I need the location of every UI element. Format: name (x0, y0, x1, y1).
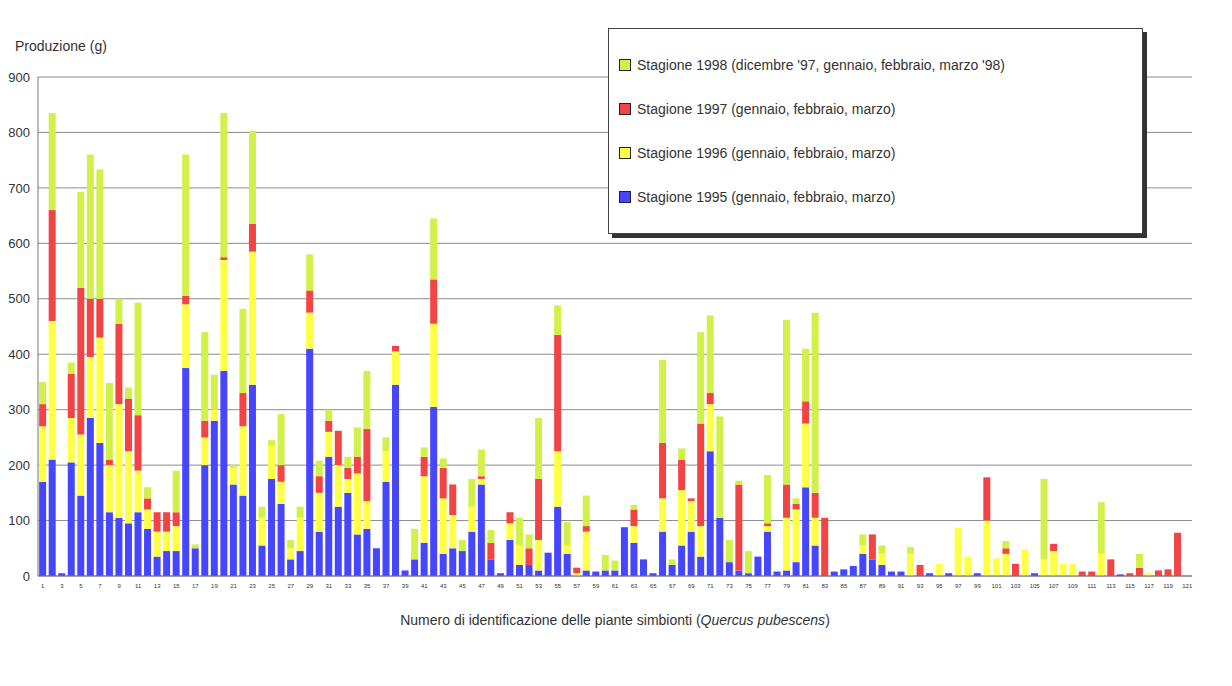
svg-text:111: 111 (1087, 583, 1097, 589)
svg-text:101: 101 (991, 583, 1002, 589)
svg-text:900: 900 (8, 70, 30, 85)
svg-text:33: 33 (345, 583, 352, 589)
svg-text:59: 59 (593, 583, 600, 589)
svg-text:69: 69 (688, 583, 695, 589)
svg-text:600: 600 (8, 236, 30, 251)
svg-text:63: 63 (631, 583, 638, 589)
svg-text:79: 79 (783, 583, 790, 589)
svg-text:400: 400 (8, 347, 30, 362)
svg-text:13: 13 (154, 583, 161, 589)
svg-text:23: 23 (249, 583, 256, 589)
svg-text:103: 103 (1011, 583, 1022, 589)
svg-text:65: 65 (650, 583, 657, 589)
html-text:Produzione (g): Produzione (g) (15, 38, 107, 54)
svg-text:300: 300 (8, 402, 30, 417)
svg-text:35: 35 (364, 583, 371, 589)
svg-text:77: 77 (764, 583, 771, 589)
svg-text:75: 75 (745, 583, 752, 589)
svg-text:53: 53 (535, 583, 542, 589)
svg-text:43: 43 (440, 583, 447, 589)
svg-text:105: 105 (1030, 583, 1041, 589)
svg-text:47: 47 (478, 583, 485, 589)
svg-text:800: 800 (8, 125, 30, 140)
svg-text:55: 55 (554, 583, 561, 589)
svg-text:17: 17 (192, 583, 199, 589)
svg-text:113: 113 (1106, 583, 1116, 589)
svg-text:81: 81 (802, 583, 809, 589)
html-text:Numero di identificazione dell: Numero di identificazione delle piante s… (400, 612, 830, 628)
svg-text:25: 25 (268, 583, 275, 589)
svg-text:95: 95 (936, 583, 943, 589)
svg-text:15: 15 (173, 583, 180, 589)
svg-text:85: 85 (841, 583, 848, 589)
svg-text:71: 71 (707, 583, 714, 589)
svg-text:51: 51 (516, 583, 523, 589)
svg-text:117: 117 (1144, 583, 1154, 589)
html-text:Stagione 1998 (dicembre '97, g: Stagione 1998 (dicembre '97, gennaio, fe… (637, 57, 1005, 73)
svg-text:87: 87 (860, 583, 867, 589)
html-text:Stagione 1997 (gennaio, febbra: Stagione 1997 (gennaio, febbraio, marzo) (637, 101, 896, 117)
svg-text:11: 11 (135, 583, 142, 589)
svg-text:100: 100 (8, 513, 30, 528)
svg-text:39: 39 (402, 583, 409, 589)
svg-text:31: 31 (326, 583, 333, 589)
svg-text:700: 700 (8, 181, 30, 196)
svg-text:37: 37 (383, 583, 390, 589)
svg-text:7: 7 (98, 583, 102, 589)
svg-text:121: 121 (1182, 583, 1193, 589)
svg-text:1: 1 (41, 583, 45, 589)
svg-text:29: 29 (306, 583, 313, 589)
svg-text:109: 109 (1068, 583, 1079, 589)
svg-text:49: 49 (497, 583, 504, 589)
svg-text:21: 21 (230, 583, 237, 589)
svg-text:200: 200 (8, 458, 30, 473)
svg-text:45: 45 (459, 583, 466, 589)
svg-text:73: 73 (726, 583, 733, 589)
svg-text:97: 97 (955, 583, 962, 589)
html-text:Stagione 1995 (gennaio, febbra: Stagione 1995 (gennaio, febbraio, marzo) (637, 189, 896, 205)
svg-text:19: 19 (211, 583, 218, 589)
svg-text:3: 3 (60, 583, 64, 589)
svg-text:107: 107 (1049, 583, 1060, 589)
svg-text:115: 115 (1125, 583, 1135, 589)
svg-text:61: 61 (612, 583, 619, 589)
svg-text:89: 89 (879, 583, 886, 589)
svg-text:119: 119 (1163, 583, 1173, 589)
html-text:Stagione 1996 (gennaio, febbra: Stagione 1996 (gennaio, febbraio, marzo) (637, 145, 896, 161)
svg-text:41: 41 (421, 583, 428, 589)
svg-text:67: 67 (669, 583, 676, 589)
svg-text:93: 93 (917, 583, 924, 589)
svg-text:0: 0 (23, 569, 30, 584)
svg-text:500: 500 (8, 291, 30, 306)
svg-text:99: 99 (974, 583, 981, 589)
svg-text:91: 91 (898, 583, 905, 589)
svg-text:57: 57 (574, 583, 581, 589)
svg-text:27: 27 (287, 583, 294, 589)
svg-text:5: 5 (79, 583, 83, 589)
svg-text:83: 83 (821, 583, 828, 589)
svg-text:9: 9 (117, 583, 121, 589)
